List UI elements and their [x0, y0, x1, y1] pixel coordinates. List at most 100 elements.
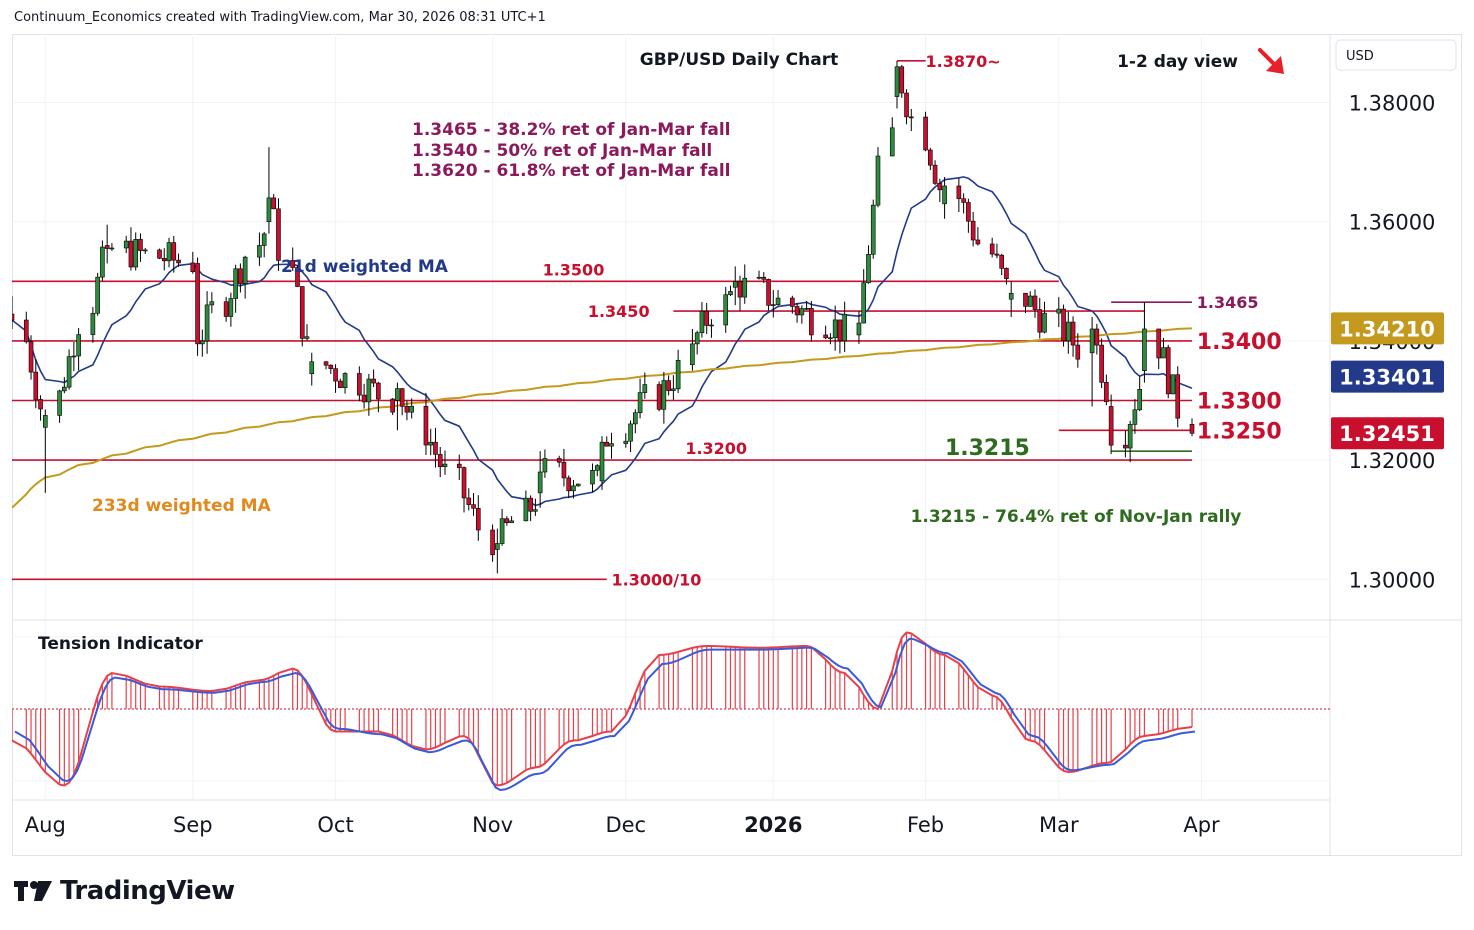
candle[interactable]	[775, 290, 781, 306]
candle[interactable]	[728, 285, 733, 297]
candle[interactable]	[142, 247, 148, 254]
candle[interactable]	[1042, 301, 1047, 334]
candle[interactable]	[932, 160, 938, 185]
candle[interactable]	[737, 275, 743, 311]
candle[interactable]	[533, 498, 538, 516]
candle[interactable]	[942, 177, 947, 219]
candle[interactable]	[956, 178, 962, 212]
candle[interactable]	[1165, 344, 1171, 399]
candle[interactable]	[566, 475, 572, 499]
candle[interactable]	[200, 329, 205, 357]
candle[interactable]	[299, 286, 305, 347]
candle[interactable]	[390, 398, 395, 415]
candle[interactable]	[357, 366, 362, 402]
candle[interactable]	[43, 409, 48, 493]
candle[interactable]	[128, 227, 134, 271]
candle[interactable]	[271, 193, 276, 210]
candle[interactable]	[504, 516, 510, 526]
candle[interactable]	[961, 193, 966, 214]
tradingview-brand[interactable]: TradingView	[14, 876, 235, 906]
candle[interactable]	[594, 464, 600, 477]
candle[interactable]	[333, 364, 338, 393]
candle[interactable]	[338, 378, 343, 388]
candle[interactable]	[642, 372, 648, 399]
candle[interactable]	[461, 466, 467, 513]
candle[interactable]	[523, 490, 529, 522]
candle[interactable]	[257, 232, 262, 266]
candle[interactable]	[190, 251, 196, 274]
candle[interactable]	[975, 227, 981, 246]
candle[interactable]	[937, 178, 943, 203]
candle[interactable]	[366, 374, 372, 416]
candle[interactable]	[1037, 297, 1043, 339]
candle[interactable]	[233, 264, 238, 313]
candle[interactable]	[276, 198, 281, 271]
candle[interactable]	[704, 302, 709, 334]
candle[interactable]	[304, 324, 310, 341]
candle[interactable]	[794, 302, 800, 323]
candle[interactable]	[399, 388, 405, 416]
candle[interactable]	[38, 395, 43, 421]
candle[interactable]	[471, 492, 476, 516]
candle[interactable]	[509, 516, 514, 524]
candle[interactable]	[1132, 399, 1138, 434]
candle[interactable]	[371, 369, 376, 388]
candle[interactable]	[870, 199, 876, 259]
candle[interactable]	[537, 451, 543, 508]
candle[interactable]	[908, 109, 914, 132]
candle[interactable]	[742, 264, 748, 304]
candle[interactable]	[157, 248, 162, 260]
candle[interactable]	[1161, 337, 1166, 359]
candle[interactable]	[837, 319, 843, 354]
candle[interactable]	[989, 237, 995, 258]
candle[interactable]	[732, 266, 738, 306]
candle[interactable]	[832, 305, 838, 351]
candle[interactable]	[637, 378, 643, 419]
candle[interactable]	[861, 269, 867, 324]
candle[interactable]	[62, 377, 67, 394]
candle[interactable]	[1094, 323, 1100, 355]
candle[interactable]	[1027, 291, 1033, 307]
candle[interactable]	[633, 409, 638, 434]
candle[interactable]	[656, 381, 662, 412]
candle[interactable]	[809, 301, 814, 342]
candle[interactable]	[1008, 281, 1014, 318]
candle[interactable]	[328, 364, 334, 374]
candle[interactable]	[923, 111, 928, 152]
candle[interactable]	[266, 147, 272, 234]
candle[interactable]	[123, 235, 129, 254]
candle[interactable]	[76, 327, 81, 371]
candle[interactable]	[561, 448, 567, 487]
candle[interactable]	[756, 270, 762, 280]
candle[interactable]	[133, 232, 139, 271]
candle[interactable]	[342, 372, 348, 394]
candle[interactable]	[376, 381, 381, 413]
candle[interactable]	[1070, 316, 1076, 357]
candle[interactable]	[290, 247, 296, 271]
candle[interactable]	[856, 311, 862, 344]
candle[interactable]	[23, 311, 29, 344]
candle[interactable]	[1175, 366, 1181, 428]
candle[interactable]	[1156, 328, 1162, 370]
candle[interactable]	[437, 447, 443, 478]
candle[interactable]	[599, 436, 605, 490]
candle[interactable]	[875, 147, 881, 208]
candle[interactable]	[204, 291, 210, 354]
candle[interactable]	[171, 236, 177, 273]
candle[interactable]	[409, 398, 414, 419]
candle[interactable]	[1127, 420, 1133, 463]
candle[interactable]	[428, 428, 434, 456]
candle[interactable]	[571, 479, 576, 499]
candle[interactable]	[33, 359, 39, 409]
candle[interactable]	[209, 292, 215, 314]
candle[interactable]	[966, 198, 971, 233]
candle[interactable]	[10, 296, 15, 329]
candle[interactable]	[661, 371, 667, 424]
candle[interactable]	[970, 212, 976, 247]
candle[interactable]	[423, 392, 429, 455]
candle[interactable]	[770, 290, 776, 318]
candle[interactable]	[1056, 297, 1062, 327]
candle[interactable]	[723, 286, 729, 333]
candle[interactable]	[495, 528, 500, 574]
